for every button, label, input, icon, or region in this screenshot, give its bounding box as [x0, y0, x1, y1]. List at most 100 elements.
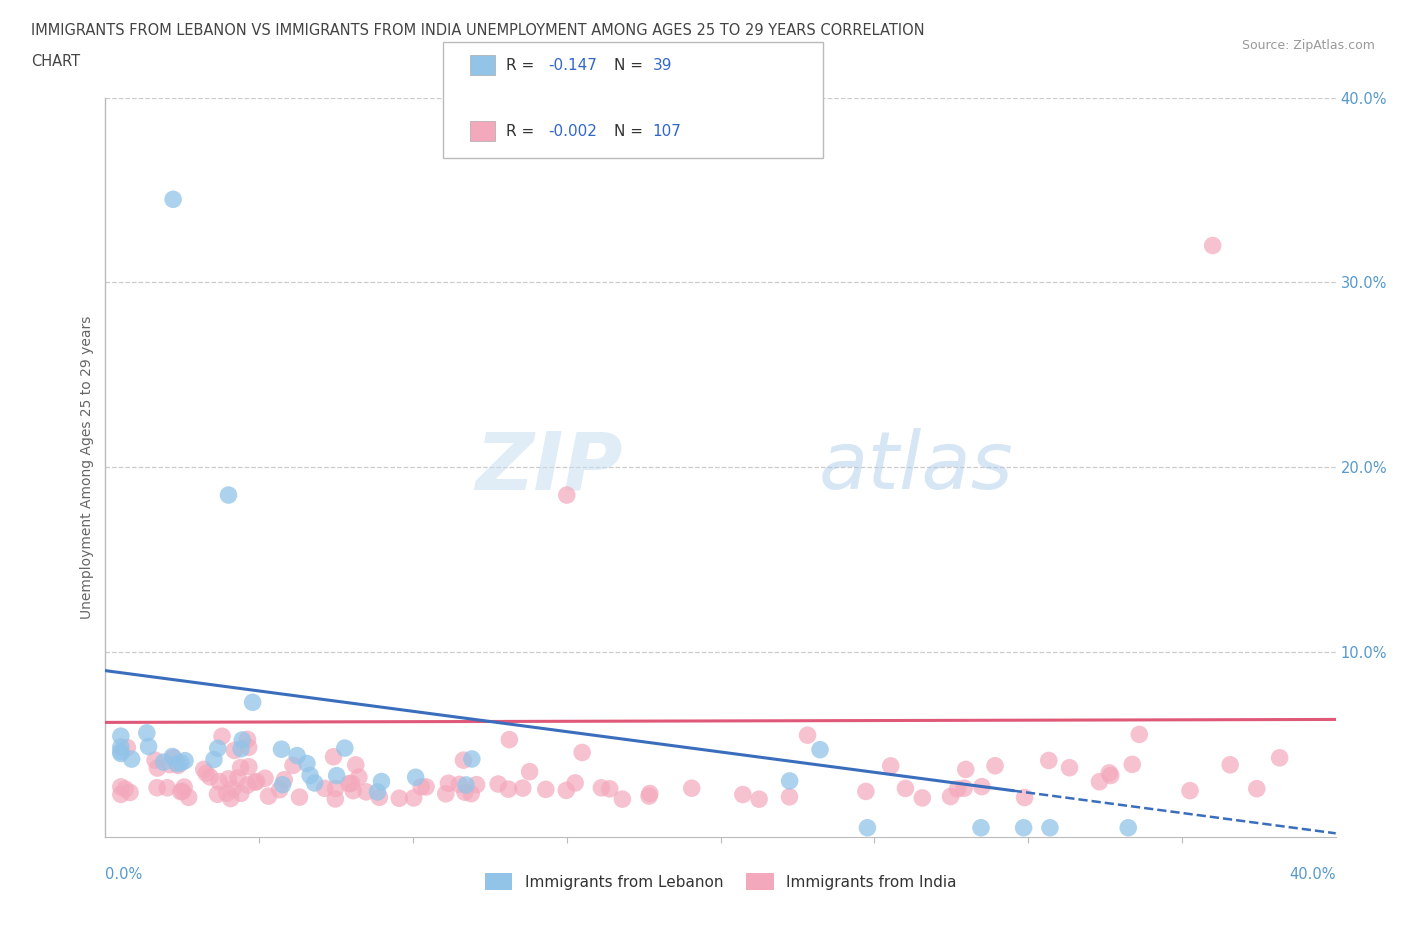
Point	[1014, 790, 1036, 805]
Point	[337, 777, 360, 791]
Point	[354, 784, 377, 799]
Point	[193, 762, 215, 777]
Point	[170, 755, 193, 770]
Point	[217, 771, 239, 786]
Text: atlas: atlas	[818, 429, 1014, 506]
Point	[342, 783, 364, 798]
Point	[1116, 820, 1139, 835]
Point	[1039, 820, 1062, 835]
Point	[486, 777, 509, 791]
Text: CHART: CHART	[31, 54, 80, 69]
Point	[207, 741, 229, 756]
Point	[207, 787, 229, 802]
Point	[1201, 238, 1223, 253]
Point	[370, 774, 392, 789]
Text: Source: ZipAtlas.com: Source: ZipAtlas.com	[1241, 39, 1375, 52]
Point	[1099, 768, 1122, 783]
Text: N =: N =	[614, 124, 644, 139]
Point	[681, 781, 703, 796]
Point	[110, 744, 132, 759]
Point	[295, 756, 318, 771]
Point	[323, 791, 346, 806]
Point	[236, 732, 259, 747]
Point	[411, 779, 433, 794]
Point	[911, 790, 934, 805]
Point	[449, 777, 471, 791]
Point	[218, 487, 240, 502]
Point	[856, 820, 879, 835]
Text: 40.0%: 40.0%	[1289, 867, 1336, 882]
Point	[368, 790, 391, 804]
Point	[454, 785, 477, 800]
Point	[118, 785, 141, 800]
Point	[211, 729, 233, 744]
Point	[121, 751, 143, 766]
Point	[198, 769, 221, 784]
Point	[246, 774, 269, 789]
Text: 39: 39	[652, 58, 672, 73]
Point	[273, 772, 295, 787]
Point	[257, 789, 280, 804]
Text: 107: 107	[652, 124, 682, 139]
Point	[638, 786, 661, 801]
Point	[1128, 727, 1150, 742]
Point	[242, 695, 264, 710]
Point	[172, 784, 194, 799]
Point	[498, 732, 520, 747]
Point	[270, 742, 292, 757]
Point	[612, 791, 634, 806]
Point	[138, 739, 160, 754]
Point	[173, 779, 195, 794]
Point	[437, 776, 460, 790]
Point	[402, 790, 425, 805]
Point	[453, 752, 475, 767]
Text: R =: R =	[506, 58, 534, 73]
Point	[1059, 760, 1081, 775]
Point	[299, 768, 322, 783]
Point	[1088, 775, 1111, 790]
Point	[177, 790, 200, 804]
Point	[555, 783, 578, 798]
Point	[388, 790, 411, 805]
Point	[110, 739, 132, 754]
Point	[333, 740, 356, 755]
Point	[808, 742, 831, 757]
Point	[162, 192, 184, 206]
Point	[314, 781, 336, 796]
Point	[229, 760, 252, 775]
Point	[366, 785, 388, 800]
Point	[208, 775, 231, 790]
Point	[167, 758, 190, 773]
Point	[1121, 757, 1143, 772]
Point	[347, 770, 370, 785]
Point	[229, 786, 252, 801]
Point	[202, 752, 225, 767]
Point	[953, 781, 976, 796]
Point	[162, 751, 184, 765]
Point	[152, 755, 174, 770]
Point	[170, 784, 193, 799]
Point	[146, 780, 169, 795]
Point	[166, 756, 188, 771]
Point	[465, 777, 488, 792]
Point	[939, 789, 962, 804]
Point	[796, 727, 818, 742]
Point	[779, 790, 801, 804]
Point	[162, 749, 184, 764]
Point	[512, 780, 534, 795]
Y-axis label: Unemployment Among Ages 25 to 29 years: Unemployment Among Ages 25 to 29 years	[80, 315, 94, 619]
Point	[143, 752, 166, 767]
Text: IMMIGRANTS FROM LEBANON VS IMMIGRANTS FROM INDIA UNEMPLOYMENT AMONG AGES 25 TO 2: IMMIGRANTS FROM LEBANON VS IMMIGRANTS FR…	[31, 23, 925, 38]
Point	[1098, 765, 1121, 780]
Point	[254, 771, 277, 786]
Point	[534, 782, 557, 797]
Legend: Immigrants from Lebanon, Immigrants from India: Immigrants from Lebanon, Immigrants from…	[479, 867, 962, 896]
Point	[344, 757, 367, 772]
Point	[1178, 783, 1201, 798]
Point	[415, 779, 437, 794]
Point	[238, 740, 260, 755]
Text: N =: N =	[614, 58, 644, 73]
Point	[970, 779, 993, 794]
Point	[1219, 757, 1241, 772]
Point	[434, 787, 457, 802]
